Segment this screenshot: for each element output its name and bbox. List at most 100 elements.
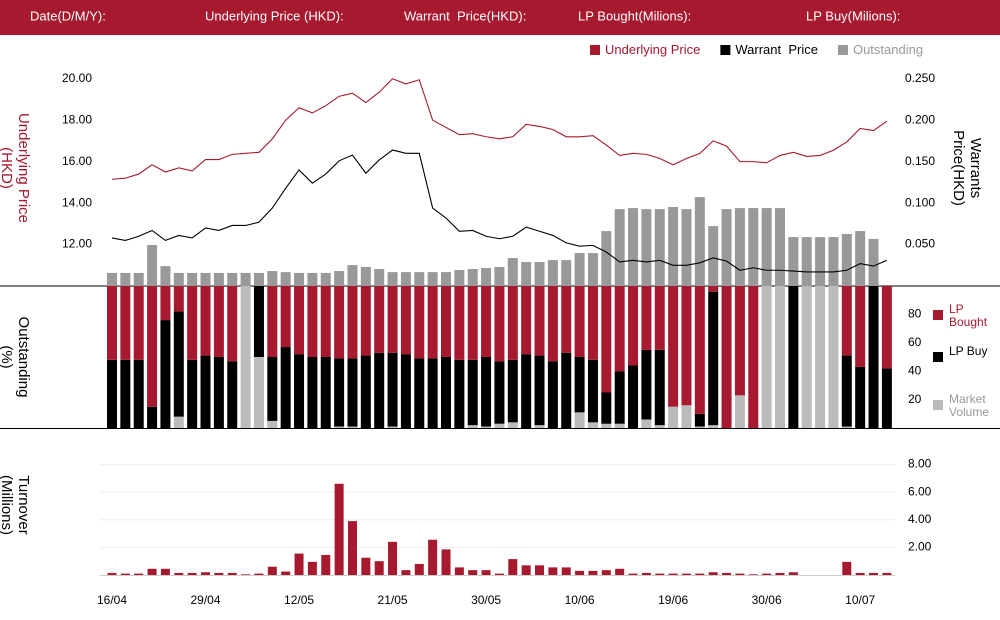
turnover-bar — [641, 572, 651, 575]
stack-segment — [454, 359, 465, 428]
stack-segment — [227, 286, 238, 362]
turnover-bar — [187, 572, 197, 575]
turnover-bar — [294, 553, 304, 575]
header-label: Warrant Price(HKD): — [404, 8, 526, 23]
stack-segment — [521, 286, 532, 355]
stack-segment — [481, 357, 492, 427]
outstanding-bar — [441, 272, 451, 286]
turnover-bar — [508, 559, 518, 575]
y-tick-label: 80 — [908, 307, 922, 321]
stack-segment — [294, 354, 305, 428]
y-axis-label: Underlying Price (HKD) — [0, 112, 32, 224]
outstanding-bar — [521, 261, 532, 286]
stack-segment — [414, 358, 425, 428]
turnover-bar — [561, 567, 571, 575]
stack-segment — [641, 349, 652, 420]
stack-segment — [841, 426, 852, 428]
outstanding-bar — [507, 258, 518, 286]
stack-segment — [280, 286, 291, 348]
outstanding-bar — [133, 272, 144, 286]
outstanding-bar — [400, 272, 411, 286]
stack-segment — [227, 361, 238, 428]
stack-segment — [587, 359, 598, 423]
turnover-bar — [454, 567, 464, 575]
header-label: Date(D/M/Y): — [30, 8, 106, 23]
price-line — [111, 78, 888, 180]
stack-segment — [628, 286, 639, 366]
outstanding-bar — [213, 272, 224, 286]
stack-segment — [253, 286, 264, 357]
x-tick-label: 21/05 — [378, 593, 408, 607]
stack-segment — [173, 311, 184, 417]
stack-segment — [267, 420, 278, 428]
header-label: Underlying Price (HKD): — [205, 8, 344, 23]
stack-segment — [547, 286, 558, 362]
turnover-bar — [174, 572, 184, 575]
outstanding-bar — [641, 209, 652, 286]
stack-segment — [173, 286, 184, 312]
stack-segment — [387, 352, 398, 427]
stack-segment — [614, 371, 625, 424]
stack-segment — [107, 359, 117, 428]
stack-segment — [614, 423, 625, 428]
x-tick-label: 29/04 — [191, 593, 221, 607]
price-line — [111, 149, 888, 273]
stack-segment — [574, 357, 585, 413]
stack-segment — [561, 352, 572, 428]
turnover-bar — [708, 572, 718, 575]
outstanding-bar — [748, 208, 759, 286]
y2-tick-label: 0.150 — [905, 154, 935, 168]
stack-segment — [708, 286, 719, 292]
y2-tick-label: 0.250 — [905, 71, 935, 85]
outstanding-bar — [200, 272, 211, 286]
turnover-bar — [842, 561, 852, 575]
stack-segment — [668, 406, 679, 428]
legend-swatch — [590, 45, 600, 55]
turnover-bar — [855, 572, 865, 575]
turnover-bar — [441, 549, 451, 575]
outstanding-bar — [708, 226, 719, 286]
legend-label: Market Volume — [949, 392, 990, 419]
y-tick-label: 18.00 — [62, 112, 92, 126]
outstanding-bar — [307, 272, 318, 286]
turnover-bar — [681, 573, 691, 575]
stack-segment — [694, 426, 705, 428]
y2-axis-label: Warrants Price(HKD) — [950, 130, 984, 206]
stack-segment — [187, 359, 198, 428]
outstanding-bar — [187, 272, 198, 286]
outstanding-bar — [347, 265, 358, 286]
stack-segment — [868, 286, 879, 428]
outstanding-bar — [253, 272, 264, 286]
stack-segment — [761, 286, 772, 428]
stack-segment — [414, 286, 425, 359]
stack-segment — [681, 286, 692, 406]
y2-tick-label: 0.100 — [905, 195, 935, 209]
turnover-bar — [615, 568, 625, 575]
stack-segment — [374, 352, 385, 428]
legend-swatch — [933, 352, 943, 362]
stack-segment — [133, 286, 144, 360]
stack-segment — [494, 423, 505, 428]
stack-segment — [534, 425, 545, 428]
turnover-bar — [401, 570, 411, 575]
outstanding-bar — [734, 208, 745, 286]
stack-segment — [641, 286, 652, 350]
stack-segment — [160, 320, 171, 428]
turnover-bar — [134, 573, 144, 575]
outstanding-bar — [561, 260, 572, 286]
stack-segment — [654, 286, 665, 350]
header-label: LP Buy(Milions): — [806, 8, 900, 23]
outstanding-bar — [775, 208, 785, 286]
stack-segment — [120, 359, 131, 428]
y-tick-label: 20 — [908, 392, 922, 406]
stack-segment — [454, 286, 465, 360]
stack-segment — [734, 395, 745, 428]
legend-label: Underlying Price — [605, 42, 700, 57]
stack-segment — [815, 286, 826, 428]
x-tick-label: 10/06 — [565, 593, 595, 607]
stack-segment — [441, 357, 451, 428]
stack-segment — [467, 359, 478, 426]
x-tick-label: 12/05 — [284, 593, 314, 607]
y-axis-label: Outstanding (%) — [0, 316, 32, 398]
outstanding-bar — [601, 231, 612, 286]
